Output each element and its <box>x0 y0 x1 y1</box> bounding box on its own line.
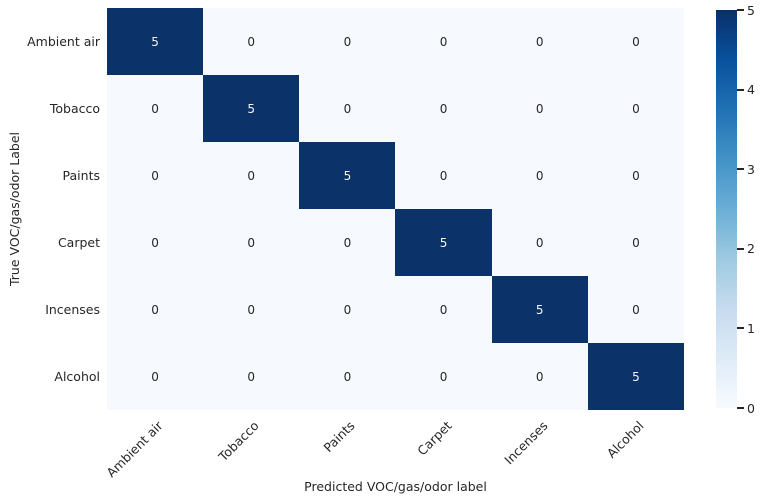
heatmap-cell: 5 <box>299 142 396 209</box>
heatmap-cell: 0 <box>587 209 684 276</box>
heatmap-cell: 0 <box>395 142 492 209</box>
y-tick-label: Ambient air <box>27 33 100 49</box>
colorbar-tick-label: 1 <box>747 320 755 336</box>
heatmap-cell: 0 <box>587 75 684 142</box>
y-tick-label: Paints <box>62 167 100 183</box>
colorbar-gradient <box>716 10 737 408</box>
heatmap-cell: 0 <box>491 209 588 276</box>
heatmap-cell: 5 <box>107 8 204 75</box>
colorbar-tick-label: 3 <box>747 161 755 177</box>
heatmap-cell: 0 <box>203 209 300 276</box>
heatmap-cell: 0 <box>395 75 492 142</box>
heatmap-cell: 0 <box>491 8 588 75</box>
colorbar-tick-label: 4 <box>747 82 755 98</box>
heatmap-cell: 0 <box>299 75 396 142</box>
y-tick-label: Alcohol <box>54 368 100 384</box>
y-axis-title: True VOC/gas/odor Label <box>7 131 22 287</box>
colorbar-tick-mark <box>737 88 744 91</box>
heatmap-cell: 0 <box>587 8 684 75</box>
heatmap-cell: 0 <box>587 142 684 209</box>
heatmap-cell: 5 <box>491 276 588 343</box>
heatmap-cell: 0 <box>107 276 204 343</box>
heatmap-cell: 0 <box>203 8 300 75</box>
heatmap-cell: 5 <box>395 209 492 276</box>
colorbar-tick-mark <box>737 9 744 11</box>
heatmap-cell: 5 <box>203 75 300 142</box>
y-tick-label: Carpet <box>57 234 100 250</box>
heatmap-cell: 0 <box>107 343 204 410</box>
heatmap-cell: 0 <box>107 209 204 276</box>
heatmap-cell: 0 <box>491 75 588 142</box>
heatmap-cell: 0 <box>491 142 588 209</box>
heatmap-cell: 0 <box>491 343 588 410</box>
colorbar-tick-mark <box>737 407 744 409</box>
heatmap-cell: 0 <box>395 276 492 343</box>
colorbar-tick-label: 2 <box>747 241 755 257</box>
x-axis-title: Predicted VOC/gas/odor label <box>304 479 487 494</box>
y-tick-label: Tobacco <box>49 100 100 116</box>
heatmap-cell: 0 <box>395 343 492 410</box>
heatmap-cell: 0 <box>299 209 396 276</box>
colorbar-tick-mark <box>737 327 744 330</box>
y-tick-label: Incenses <box>45 301 100 317</box>
colorbar-tick-label: 5 <box>747 2 755 18</box>
heatmap-cell: 0 <box>203 142 300 209</box>
colorbar-tick-label: 0 <box>747 400 755 416</box>
heatmap-cell: 0 <box>107 75 204 142</box>
colorbar-tick-mark <box>737 168 744 171</box>
heatmap-cell: 0 <box>299 276 396 343</box>
heatmap-cell: 0 <box>107 142 204 209</box>
colorbar-tick-mark <box>737 247 744 250</box>
heatmap-cell: 0 <box>299 343 396 410</box>
heatmap-cell: 5 <box>587 343 684 410</box>
heatmap-cell: 0 <box>203 343 300 410</box>
heatmap-cell: 0 <box>587 276 684 343</box>
heatmap-cell: 0 <box>203 276 300 343</box>
heatmap-cell: 0 <box>395 8 492 75</box>
heatmap-cell: 0 <box>299 8 396 75</box>
